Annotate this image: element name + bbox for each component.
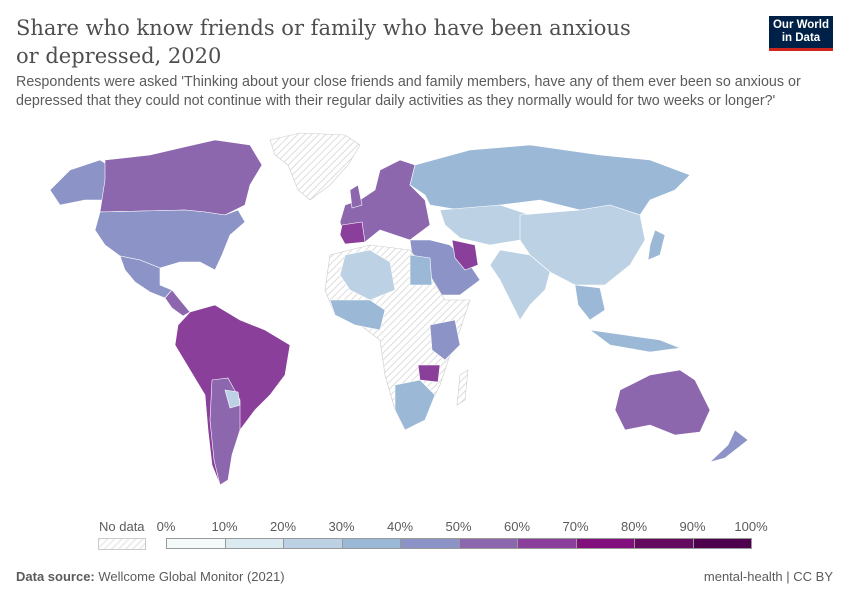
legend-tick-label: 50% <box>445 519 472 534</box>
region-alaska[interactable] <box>49 159 109 206</box>
footer-license[interactable]: mental-health | CC BY <box>703 569 833 584</box>
data-source-label: Data source: <box>16 569 95 584</box>
region-south-asia[interactable] <box>489 249 551 321</box>
region-united-states[interactable] <box>94 209 246 271</box>
data-source: Data source: Wellcome Global Monitor (20… <box>16 569 285 584</box>
region-canada[interactable] <box>99 139 263 216</box>
legend-bin[interactable] <box>458 538 518 549</box>
region-uk[interactable] <box>349 184 363 209</box>
legend-tick-label: 70% <box>562 519 589 534</box>
region-west-africa[interactable] <box>329 299 386 331</box>
legend-no-data-label: No data <box>99 519 145 534</box>
region-zimbabwe[interactable] <box>417 364 441 383</box>
legend-tick-label: 10% <box>211 519 238 534</box>
legend-bin[interactable] <box>341 538 401 549</box>
region-paraguay[interactable] <box>224 389 241 409</box>
region-east-africa[interactable] <box>429 319 461 361</box>
legend-bin[interactable] <box>166 538 226 549</box>
legend-bin[interactable] <box>575 538 635 549</box>
region-russia[interactable] <box>409 144 691 216</box>
legend-tick-label: 40% <box>386 519 414 534</box>
legend-tick-label: 100% <box>734 519 768 534</box>
legend-bin[interactable] <box>224 538 284 549</box>
owid-logo[interactable]: Our World in Data <box>769 16 833 51</box>
region-iberia[interactable] <box>339 221 366 245</box>
legend-no-data-swatch <box>98 538 146 550</box>
legend-tick-label: 20% <box>269 519 297 534</box>
chart-subtitle: Respondents were asked 'Thinking about y… <box>16 74 801 109</box>
legend-bin[interactable] <box>692 538 752 549</box>
legend-tick-label: 30% <box>328 519 355 534</box>
legend-bin[interactable] <box>634 538 694 549</box>
region-greenland[interactable] <box>269 132 361 201</box>
region-southeast-asia[interactable] <box>574 284 606 321</box>
legend-bin[interactable] <box>283 538 343 549</box>
region-madagascar[interactable] <box>456 369 469 406</box>
legend-tick-label: 0% <box>156 519 176 534</box>
region-iran[interactable] <box>451 239 479 271</box>
data-source-link[interactable]: Wellcome Global Monitor (2021) <box>98 569 285 584</box>
legend-bin[interactable] <box>400 538 460 549</box>
legend-tick-label: 80% <box>620 519 648 534</box>
region-japan[interactable] <box>647 229 666 261</box>
region-egypt[interactable] <box>409 254 433 286</box>
chart-title: Share who know friends or family who hav… <box>16 16 631 68</box>
legend-tick-label: 90% <box>679 519 706 534</box>
region-australia[interactable] <box>614 369 711 436</box>
region-north-africa[interactable] <box>339 249 396 301</box>
world-map[interactable] <box>0 125 850 505</box>
region-new-zealand[interactable] <box>709 429 749 463</box>
region-central-asia[interactable] <box>439 204 531 246</box>
legend-tick-label: 60% <box>503 519 531 534</box>
region-indonesia[interactable] <box>589 329 682 353</box>
region-central-america[interactable] <box>164 289 191 317</box>
region-china[interactable] <box>519 204 646 286</box>
legend-bin[interactable] <box>517 538 577 549</box>
legend: No data 0% 10% 20% 30% 40% 50% 60% 70% 80% 90% 100… <box>0 510 850 555</box>
